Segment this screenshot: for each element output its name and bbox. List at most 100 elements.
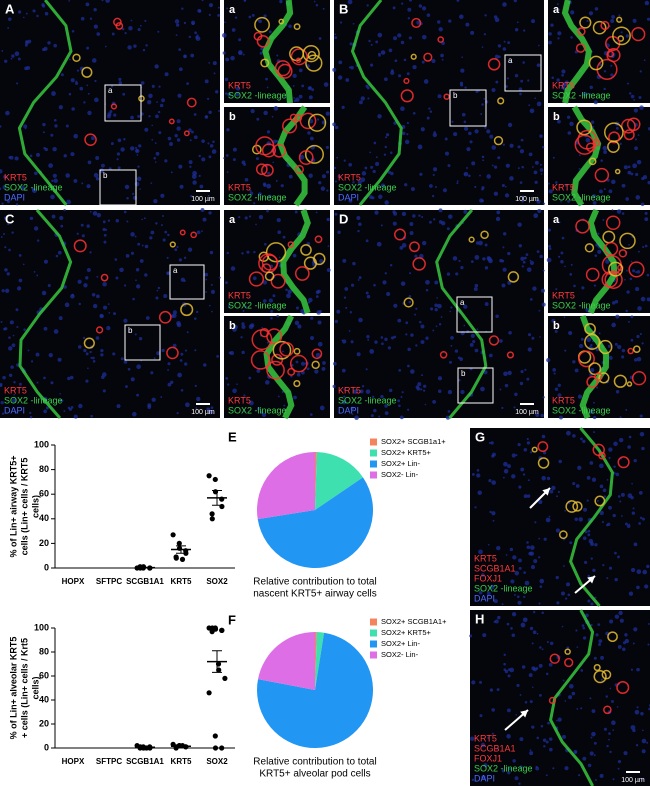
nucleus — [586, 19, 589, 23]
krt5-cell — [295, 57, 302, 64]
nucleus — [341, 105, 345, 109]
nucleus — [248, 215, 252, 218]
nucleus — [639, 431, 645, 437]
nucleus — [549, 641, 554, 646]
nucleus — [538, 309, 541, 312]
nucleus — [502, 476, 505, 479]
y-tick-label: 80 — [39, 464, 49, 474]
krt5-cell — [593, 663, 601, 672]
nucleus — [343, 395, 346, 398]
nucleus — [73, 133, 78, 139]
nucleus — [195, 407, 198, 409]
nucleus — [494, 619, 499, 624]
nucleus — [8, 156, 12, 159]
legend-label: SOX2+ Lin- — [381, 459, 420, 468]
nucleus — [545, 672, 549, 676]
nucleus — [582, 626, 586, 630]
nucleus — [353, 389, 358, 394]
channel-label: SOX2 -lineage — [228, 90, 287, 100]
nucleus — [590, 120, 595, 124]
nucleus — [642, 175, 648, 180]
nucleus — [401, 243, 407, 248]
nucleus — [569, 273, 573, 276]
nucleus — [582, 439, 586, 444]
nucleus — [621, 183, 626, 188]
legend-swatch — [370, 438, 377, 446]
nucleus — [504, 185, 507, 188]
inset-label: a — [108, 86, 113, 95]
nucleus — [437, 303, 442, 309]
nucleus — [647, 643, 650, 646]
nucleus — [437, 20, 441, 24]
channel-label: SOX2 -lineage — [474, 763, 533, 773]
nucleus — [450, 306, 453, 309]
nucleus — [628, 591, 634, 596]
nucleus — [52, 146, 57, 152]
nucleus — [644, 0, 650, 6]
nucleus — [350, 65, 354, 70]
nucleus — [614, 300, 619, 304]
nucleus — [425, 336, 429, 340]
nucleus — [580, 437, 583, 441]
nucleus — [407, 7, 412, 12]
nucleus — [503, 461, 508, 467]
nucleus — [96, 213, 102, 218]
nucleus — [349, 42, 353, 46]
inset-box — [124, 324, 161, 361]
y-axis-label: % of Lin+ alveolar KRT5 — [8, 637, 18, 740]
nucleus — [398, 74, 402, 78]
data-point — [209, 625, 215, 631]
nucleus — [560, 259, 564, 264]
nucleus — [548, 32, 552, 36]
nucleus — [387, 170, 391, 174]
nucleus — [15, 203, 19, 206]
nucleus — [243, 394, 246, 397]
nucleus — [81, 234, 85, 238]
nucleus — [610, 64, 613, 67]
nucleus — [525, 253, 529, 256]
nucleus — [50, 381, 54, 385]
nucleus — [574, 751, 577, 754]
error-bar — [140, 746, 150, 749]
nucleus — [644, 217, 649, 222]
y-tick-label: 20 — [39, 718, 49, 728]
nucleus — [120, 147, 125, 152]
nucleus — [266, 341, 269, 344]
krt5-cell — [584, 333, 601, 350]
nucleus — [241, 322, 245, 326]
krt5-cell — [168, 118, 175, 125]
nucleus — [158, 85, 161, 88]
nucleus — [215, 90, 219, 94]
nucleus — [4, 268, 8, 272]
nucleus — [611, 301, 616, 305]
krt5-cell — [311, 348, 323, 360]
y-tick-label: 20 — [39, 538, 49, 548]
nucleus — [64, 302, 70, 308]
nucleus — [608, 566, 613, 570]
pie-slice — [257, 452, 315, 520]
nucleus — [638, 250, 640, 253]
krt5-cell — [601, 669, 612, 680]
nucleus — [337, 174, 341, 178]
nucleus — [369, 349, 375, 354]
nucleus — [188, 128, 192, 133]
krt5-cell — [564, 648, 571, 655]
nucleus — [502, 246, 505, 249]
nucleus — [532, 610, 536, 614]
nucleus — [224, 77, 229, 82]
krt5-cell — [468, 236, 475, 243]
nucleus — [542, 738, 547, 742]
nucleus — [208, 155, 212, 159]
nucleus — [553, 372, 556, 375]
nucleus — [95, 155, 100, 160]
nucleus — [568, 695, 573, 700]
nucleus — [542, 269, 545, 272]
nucleus — [268, 298, 274, 303]
nucleus — [86, 268, 91, 272]
nucleus — [560, 251, 564, 255]
nucleus — [384, 145, 388, 149]
nucleus — [89, 210, 92, 213]
nucleus — [615, 472, 620, 477]
nucleus — [568, 330, 573, 336]
nucleus — [67, 376, 71, 381]
